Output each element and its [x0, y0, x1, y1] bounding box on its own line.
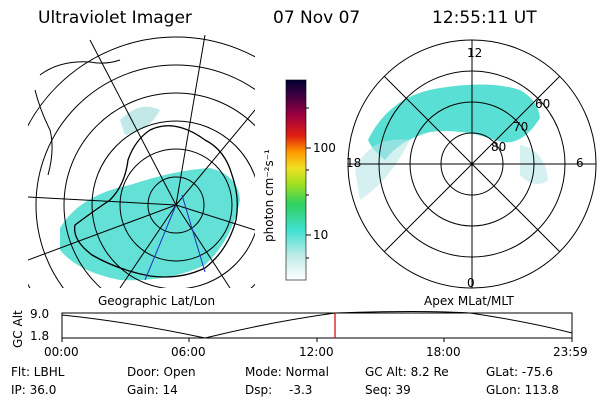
orbit-xtick: 12:00	[299, 345, 334, 359]
seq-info: Seq: 39	[365, 383, 411, 397]
aurora-emission-region	[60, 168, 240, 281]
colorbar-tick-100: 100	[313, 141, 336, 155]
ip-info: IP: 36.0	[11, 383, 57, 397]
orbit-x-ticks	[61, 338, 573, 342]
door-info: Door: Open	[127, 365, 196, 379]
polar-plot	[347, 39, 597, 289]
imager-title: Ultraviolet Imager	[38, 8, 192, 28]
mlt-label-6: 6	[576, 156, 584, 170]
mlat-label-60: 60	[535, 97, 551, 111]
geographic-map	[28, 35, 255, 288]
dsp-info-label: Dsp:	[245, 383, 273, 397]
aurora-speckle	[355, 139, 410, 200]
orbit-altitude-curve	[61, 311, 573, 339]
coastline-fragment	[39, 59, 121, 76]
gc-alt-info: GC Alt: 8.2 Re	[365, 365, 449, 379]
dsp-info-value: -3.3	[289, 383, 313, 397]
colorbar-tick-10: 10	[313, 228, 329, 242]
color-scale-bar	[285, 79, 307, 281]
mlt-label-18: 18	[346, 156, 362, 170]
glat-info: GLat: -75.6	[486, 365, 553, 379]
mlt-label-0: 0	[467, 276, 475, 290]
longitude-lines	[28, 35, 255, 288]
orbit-y-label: GC Alt	[11, 310, 25, 348]
orbit-xtick: 06:00	[171, 345, 206, 359]
orbit-xtick: 23:59	[553, 345, 588, 359]
coastline-fragment	[34, 89, 53, 176]
right-panel-label: Apex MLat/MLT	[424, 294, 514, 308]
gain-info: Gain: 14	[127, 383, 178, 397]
spacecraft-track	[144, 194, 206, 281]
mode-info: Mode: Normal	[245, 365, 329, 379]
orbit-ytick-min: 1.8	[30, 329, 50, 343]
polar-grid-spokes	[348, 40, 596, 288]
color-scale-ticks	[306, 107, 311, 259]
orbit-xtick: 00:00	[44, 345, 79, 359]
latitude-circles	[28, 36, 255, 288]
image-date: 07 Nov 07	[273, 8, 361, 28]
aurora-speckle	[120, 106, 160, 135]
antarctica-coastline	[73, 125, 238, 278]
filter-info: Flt: LBHL	[11, 365, 65, 379]
colorbar-unit-label: photon cm⁻²s⁻¹	[262, 149, 276, 242]
glon-info: GLon: 113.8	[486, 383, 559, 397]
mlat-label-80: 80	[491, 140, 507, 154]
orbit-ytick-max: 9.0	[30, 307, 50, 321]
mlt-label-12: 12	[467, 46, 483, 60]
left-panel-label: Geographic Lat/Lon	[98, 294, 216, 308]
orbit-xtick: 18:00	[426, 345, 461, 359]
image-time: 12:55:11 UT	[432, 8, 537, 28]
mlat-label-70: 70	[513, 120, 529, 134]
